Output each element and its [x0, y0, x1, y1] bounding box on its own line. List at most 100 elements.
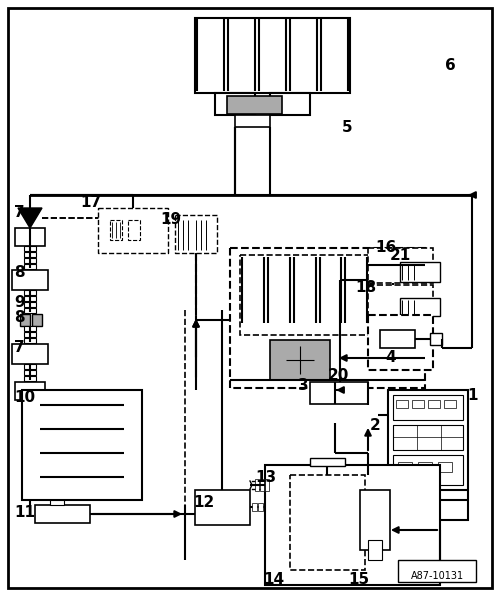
Text: 14: 14: [263, 572, 284, 587]
Bar: [235, 115, 270, 127]
Bar: [430, 333, 442, 345]
Bar: [24, 364, 36, 369]
Text: 13: 13: [255, 470, 276, 485]
Bar: [110, 220, 122, 240]
Bar: [428, 400, 440, 408]
Text: 16: 16: [375, 240, 396, 255]
Bar: [24, 308, 36, 313]
Bar: [418, 462, 432, 472]
Bar: [368, 315, 433, 370]
Bar: [398, 560, 476, 582]
Bar: [24, 258, 36, 263]
Text: 11: 11: [14, 505, 35, 520]
Bar: [240, 255, 395, 335]
Bar: [24, 400, 36, 405]
Bar: [50, 500, 64, 505]
Text: 12: 12: [193, 495, 214, 510]
Bar: [400, 298, 440, 316]
Bar: [24, 326, 36, 331]
Bar: [368, 540, 382, 560]
Bar: [396, 400, 408, 408]
Bar: [290, 475, 365, 570]
Bar: [393, 425, 463, 450]
Bar: [360, 490, 390, 550]
Bar: [255, 479, 259, 491]
Polygon shape: [18, 208, 42, 228]
Bar: [22, 390, 142, 500]
Text: 8: 8: [14, 265, 24, 280]
Circle shape: [286, 346, 314, 374]
Bar: [398, 462, 412, 472]
Bar: [24, 338, 36, 343]
Text: 7: 7: [14, 205, 24, 220]
Text: 15: 15: [348, 572, 369, 587]
Bar: [24, 264, 36, 269]
Text: 8: 8: [14, 310, 24, 325]
Text: 6: 6: [445, 58, 456, 73]
Bar: [12, 344, 48, 364]
Bar: [393, 395, 463, 420]
Bar: [24, 296, 36, 301]
Bar: [98, 208, 168, 253]
Bar: [35, 505, 90, 523]
Bar: [230, 248, 425, 388]
Bar: [15, 228, 45, 246]
Circle shape: [441, 521, 455, 535]
Bar: [24, 290, 36, 295]
Bar: [195, 490, 250, 525]
Bar: [438, 462, 452, 472]
Circle shape: [327, 407, 343, 423]
Bar: [265, 479, 269, 491]
Circle shape: [401, 521, 415, 535]
Bar: [24, 302, 36, 307]
Text: A87-10131: A87-10131: [410, 571, 464, 581]
Bar: [393, 455, 463, 485]
Bar: [24, 246, 36, 251]
Text: 21: 21: [390, 248, 411, 263]
Bar: [215, 93, 255, 115]
Bar: [368, 285, 433, 320]
Bar: [400, 262, 440, 282]
Circle shape: [358, 405, 378, 425]
Text: 1: 1: [467, 388, 477, 403]
Bar: [310, 382, 368, 404]
Text: 4: 4: [385, 350, 396, 365]
Bar: [24, 252, 36, 257]
Bar: [368, 248, 433, 283]
Text: 17: 17: [80, 195, 101, 210]
Text: 7: 7: [14, 340, 24, 355]
Bar: [24, 370, 36, 375]
Bar: [15, 382, 45, 400]
Text: 10: 10: [14, 390, 35, 405]
Bar: [32, 314, 42, 326]
Bar: [12, 270, 48, 290]
Bar: [20, 314, 30, 326]
Text: 19: 19: [160, 212, 181, 227]
Bar: [264, 503, 269, 511]
Bar: [175, 215, 217, 253]
Bar: [258, 503, 263, 511]
Text: 3: 3: [298, 378, 308, 393]
Bar: [388, 390, 468, 520]
Bar: [24, 376, 36, 381]
Text: 9: 9: [14, 295, 24, 310]
Bar: [444, 400, 456, 408]
Bar: [227, 96, 282, 114]
Bar: [270, 340, 330, 380]
Text: 2: 2: [370, 418, 381, 433]
Bar: [270, 93, 310, 115]
Bar: [24, 407, 36, 412]
Text: 5: 5: [342, 120, 352, 135]
Bar: [195, 18, 350, 93]
Bar: [310, 458, 345, 466]
Text: 20: 20: [328, 368, 349, 383]
Bar: [265, 465, 440, 585]
Bar: [412, 400, 424, 408]
Bar: [260, 479, 264, 491]
Text: 18: 18: [355, 280, 376, 295]
Bar: [24, 332, 36, 337]
Bar: [252, 503, 257, 511]
Bar: [128, 220, 140, 240]
Circle shape: [392, 397, 408, 413]
Bar: [380, 330, 415, 348]
